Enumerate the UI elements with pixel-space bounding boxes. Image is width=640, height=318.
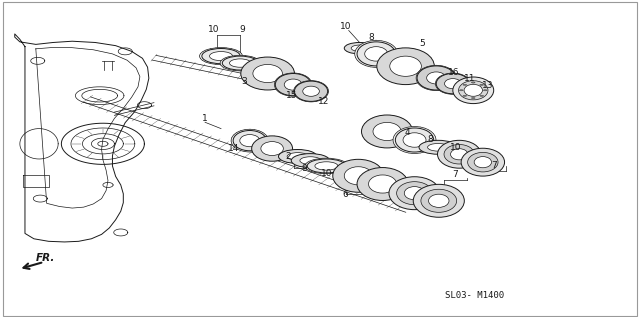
Ellipse shape: [480, 95, 484, 96]
Ellipse shape: [480, 84, 484, 86]
Ellipse shape: [403, 133, 426, 147]
Ellipse shape: [369, 175, 397, 193]
Text: 5: 5: [419, 39, 425, 48]
Ellipse shape: [231, 129, 268, 152]
Ellipse shape: [357, 42, 396, 66]
Text: 14: 14: [228, 144, 239, 153]
Text: 7: 7: [452, 170, 458, 179]
Ellipse shape: [404, 187, 425, 200]
Ellipse shape: [300, 157, 321, 164]
Ellipse shape: [472, 98, 475, 99]
Text: 15: 15: [285, 91, 297, 100]
Ellipse shape: [397, 182, 433, 205]
Ellipse shape: [377, 48, 435, 85]
Text: 9: 9: [301, 164, 307, 173]
Ellipse shape: [333, 159, 384, 192]
Ellipse shape: [357, 168, 408, 200]
Ellipse shape: [362, 115, 413, 148]
Text: 13: 13: [481, 81, 493, 90]
Ellipse shape: [351, 45, 368, 51]
Text: 3: 3: [242, 77, 248, 86]
Ellipse shape: [458, 81, 488, 100]
Text: 4: 4: [404, 128, 410, 137]
Ellipse shape: [472, 82, 475, 83]
Ellipse shape: [436, 73, 469, 94]
Ellipse shape: [202, 49, 240, 64]
Text: SL03- M1400: SL03- M1400: [445, 291, 504, 300]
Ellipse shape: [461, 148, 504, 176]
Ellipse shape: [275, 73, 311, 96]
Ellipse shape: [429, 194, 449, 207]
Ellipse shape: [393, 127, 436, 154]
Ellipse shape: [275, 73, 312, 96]
Ellipse shape: [396, 128, 434, 152]
Text: 9: 9: [239, 25, 245, 34]
Ellipse shape: [428, 143, 449, 151]
Ellipse shape: [438, 140, 481, 168]
Text: 11: 11: [465, 74, 476, 83]
Text: 2: 2: [285, 152, 291, 161]
Ellipse shape: [463, 95, 467, 96]
Ellipse shape: [200, 48, 243, 65]
Ellipse shape: [241, 57, 294, 90]
Ellipse shape: [233, 130, 266, 151]
Ellipse shape: [253, 65, 282, 83]
Ellipse shape: [209, 52, 232, 61]
Ellipse shape: [303, 86, 319, 96]
Ellipse shape: [453, 77, 493, 104]
Ellipse shape: [252, 136, 292, 161]
Ellipse shape: [315, 162, 338, 170]
Ellipse shape: [278, 149, 317, 163]
Ellipse shape: [435, 73, 470, 94]
Ellipse shape: [284, 79, 302, 90]
Ellipse shape: [355, 40, 397, 67]
Text: 6: 6: [342, 190, 348, 199]
Ellipse shape: [344, 167, 372, 185]
Text: 10: 10: [207, 25, 219, 34]
Text: 16: 16: [449, 68, 460, 77]
Ellipse shape: [294, 81, 328, 101]
Ellipse shape: [307, 159, 346, 173]
Ellipse shape: [413, 184, 465, 217]
Ellipse shape: [421, 189, 457, 212]
Ellipse shape: [419, 140, 458, 154]
Text: FR.: FR.: [36, 253, 55, 264]
Ellipse shape: [417, 66, 456, 90]
Text: 7: 7: [491, 162, 497, 170]
Ellipse shape: [230, 59, 251, 67]
Text: 12: 12: [317, 97, 329, 106]
Ellipse shape: [294, 80, 328, 102]
Ellipse shape: [416, 65, 456, 91]
Ellipse shape: [463, 84, 467, 86]
Text: 8: 8: [368, 33, 374, 42]
Ellipse shape: [373, 122, 401, 141]
Ellipse shape: [305, 158, 348, 174]
Ellipse shape: [365, 47, 388, 61]
Ellipse shape: [464, 84, 483, 96]
Text: 10: 10: [340, 22, 351, 31]
Ellipse shape: [444, 144, 474, 164]
Ellipse shape: [222, 56, 258, 70]
Ellipse shape: [287, 153, 308, 160]
Ellipse shape: [445, 79, 461, 89]
Ellipse shape: [460, 90, 463, 91]
Ellipse shape: [468, 152, 498, 172]
Ellipse shape: [220, 55, 260, 71]
Ellipse shape: [427, 72, 446, 84]
Ellipse shape: [261, 142, 284, 156]
Text: 1: 1: [202, 114, 208, 123]
Ellipse shape: [344, 43, 375, 54]
Text: 10: 10: [321, 169, 332, 178]
Ellipse shape: [389, 177, 440, 210]
Text: 10: 10: [450, 143, 461, 152]
Ellipse shape: [390, 56, 421, 76]
Text: 8: 8: [428, 135, 433, 144]
Ellipse shape: [240, 135, 260, 147]
Ellipse shape: [474, 156, 492, 168]
Ellipse shape: [291, 154, 330, 168]
Ellipse shape: [483, 90, 487, 91]
Ellipse shape: [451, 149, 468, 160]
